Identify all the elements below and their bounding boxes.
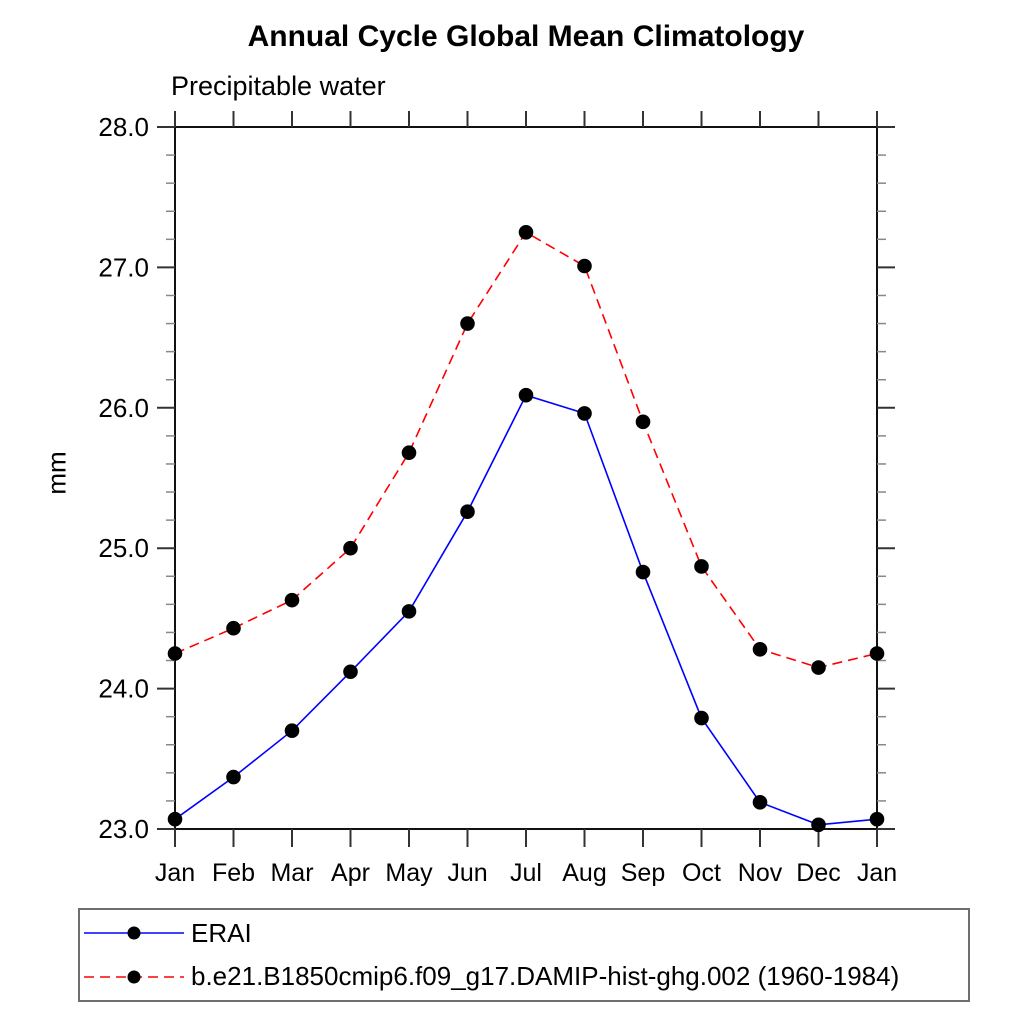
svg-text:Feb: Feb [212, 859, 255, 887]
svg-text:Nov: Nov [738, 859, 783, 887]
svg-text:Aug: Aug [562, 859, 606, 887]
chart-title: Annual Cycle Global Mean Climatology [247, 20, 805, 53]
legend-item-model: b.e21.B1850cmip6.f09_g17.DAMIP-hist-ghg.… [83, 957, 968, 997]
svg-text:24.0: 24.0 [98, 674, 149, 704]
legend-line-marker-sample-erai [84, 926, 184, 940]
svg-text:Jun: Jun [447, 859, 487, 887]
legend-label-model: b.e21.B1850cmip6.f09_g17.DAMIP-hist-ghg.… [191, 961, 900, 992]
svg-text:Jul: Jul [510, 859, 542, 887]
svg-text:25.0: 25.0 [98, 533, 149, 563]
svg-text:28.0: 28.0 [98, 112, 149, 142]
svg-text:27.0: 27.0 [98, 252, 149, 282]
svg-text:Dec: Dec [796, 859, 840, 887]
svg-text:23.0: 23.0 [98, 814, 149, 844]
legend-line-marker-sample-model [84, 970, 184, 984]
svg-text:Sep: Sep [621, 859, 665, 887]
svg-text:26.0: 26.0 [98, 393, 149, 423]
legend-label-erai: ERAI [191, 917, 252, 948]
legend-box: ERAI b.e21.B1850cmip6.f09_g17.DAMIP-hist… [78, 908, 970, 1002]
svg-text:Apr: Apr [331, 859, 370, 887]
svg-text:May: May [385, 859, 433, 887]
legend-item-erai: ERAI [83, 913, 968, 953]
chart-subtitle: Precipitable water [171, 71, 386, 101]
svg-text:Jan: Jan [155, 859, 195, 887]
svg-text:Oct: Oct [682, 859, 721, 887]
svg-text:Mar: Mar [270, 859, 313, 887]
svg-text:Jan: Jan [857, 859, 897, 887]
